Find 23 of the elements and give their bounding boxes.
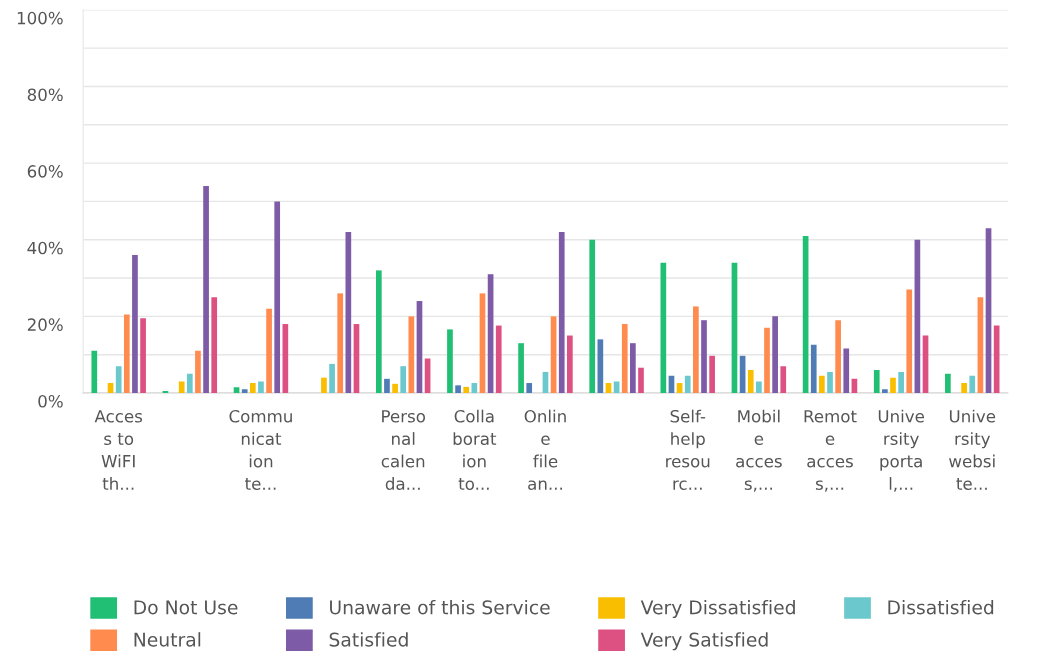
x-tick-label: Mobile access,... xyxy=(736,409,782,492)
x-tick-label: Communication te... xyxy=(229,409,292,490)
x-tick-label: University website... xyxy=(949,409,996,490)
legend-label: Very Satisfied xyxy=(640,632,768,651)
x-tick-label: Self-help resourc... xyxy=(666,409,710,490)
x-tick-label: Collaboration to... xyxy=(453,409,497,490)
legend-label: Neutral xyxy=(134,632,201,647)
legend-label: Satisfied xyxy=(329,632,408,647)
y-tick-label: 100% xyxy=(17,11,63,25)
y-tick-label: 60% xyxy=(27,165,63,178)
y-tick-label: 40% xyxy=(27,241,63,255)
legend-label: Dissatisfied xyxy=(888,599,994,615)
x-tick-label: Access to WiFI th... xyxy=(94,410,143,490)
x-tick-label: Personal calenda... xyxy=(381,410,426,490)
legend-label: Do Not Use xyxy=(134,600,238,615)
y-tick-label: 20% xyxy=(27,318,63,331)
x-tick-label: Remote access,... xyxy=(804,410,857,492)
y-tick-label: 0% xyxy=(38,394,63,408)
legend-label: Very Dissatisfied xyxy=(640,599,795,619)
y-tick-label: 80% xyxy=(27,88,63,102)
legend-label: Unaware of this Service xyxy=(330,599,550,615)
x-tick-label: Online file an... xyxy=(524,409,566,490)
x-tick-label: University portal,... xyxy=(878,409,924,492)
